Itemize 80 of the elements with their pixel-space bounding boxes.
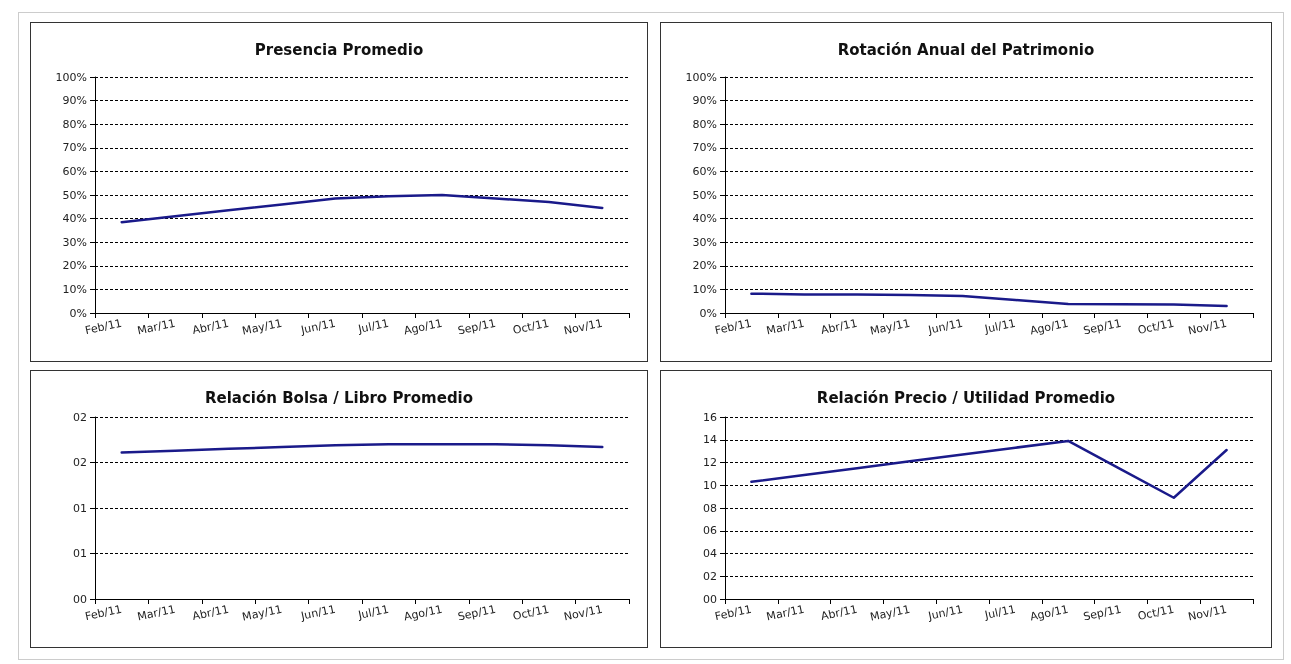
y-tick-label: 40% [62,212,87,226]
x-tick-label: Abr/11 [819,602,859,623]
y-tick-label: 01 [73,547,87,560]
y-tick-label: 14 [703,433,717,447]
y-tick-label: 10% [692,282,717,296]
x-tick-label: Nov/11 [562,602,604,624]
x-tick-label: May/11 [241,602,284,624]
y-tick-label: 100% [685,70,717,84]
y-tick-label: 0% [69,306,87,320]
x-tick-label: Ago/11 [1028,316,1070,338]
y-tick-label: 80% [692,117,717,131]
x-tick-label: Jul/11 [982,316,1017,336]
x-tick-label: Sep/11 [456,316,497,338]
chart-title: Relación Precio / Utilidad Promedio [816,388,1116,407]
x-tick-label: May/11 [868,316,912,338]
x-tick-label: Feb/11 [84,602,124,624]
x-tick-label: Jul/11 [356,316,391,336]
x-tick-label: May/11 [868,602,912,624]
y-tick-label: 02 [703,569,717,583]
y-tick-label: 50% [62,188,87,202]
y-tick-label: 40% [692,212,717,226]
x-tick-label: Oct/11 [1136,316,1176,337]
y-tick-label: 20% [692,259,717,273]
x-tick-label: Oct/11 [511,602,551,623]
x-tick-label: Mar/11 [136,316,177,338]
y-tick-label: 02 [73,456,87,469]
x-tick-label: Jun/11 [926,316,964,337]
line-series [750,292,1228,308]
line-series [120,443,604,454]
y-tick-label: 10 [703,478,717,492]
x-tick-label: Nov/11 [562,316,604,338]
line-series [750,439,1228,500]
x-tick-label: Nov/11 [1186,316,1228,338]
y-tick-label: 16 [703,410,717,424]
chart-title: Relación Bolsa / Libro Promedio [204,388,474,407]
x-tick-label: Mar/11 [765,316,806,338]
y-tick-label: 50% [692,188,717,202]
y-tick-label: 90% [62,94,87,108]
x-tick-label: Nov/11 [1186,602,1228,624]
y-tick-label: 12 [703,456,717,469]
y-tick-label: 30% [62,235,87,249]
x-tick-label: Jun/11 [298,602,337,623]
y-tick-label: 06 [703,524,717,538]
x-tick-label: Mar/11 [765,602,806,624]
x-tick-label: Jul/11 [982,602,1017,622]
y-tick-label: 20% [62,259,87,273]
x-tick-label: Sep/11 [456,602,497,624]
x-tick-label: Jun/11 [926,602,964,623]
x-tick-label: Abr/11 [191,316,230,337]
y-tick-label: 00 [73,592,87,606]
y-tick-label: 60% [692,164,717,178]
x-tick-label: Ago/11 [402,602,444,624]
chart-title: Rotación Anual del Patrimonio [837,40,1095,59]
x-tick-label: Feb/11 [84,316,124,338]
y-tick-label: 70% [62,141,87,155]
x-tick-label: Oct/11 [1136,602,1176,623]
y-tick-label: 10% [62,282,87,296]
x-tick-label: Oct/11 [511,316,551,337]
x-tick-label: Ago/11 [1028,602,1070,624]
y-tick-label: 30% [692,235,717,249]
y-tick-label: 08 [703,501,717,515]
x-tick-label: Ago/11 [402,316,444,338]
x-tick-label: Abr/11 [819,316,859,337]
chart-title: Presencia Promedio [254,40,424,59]
line-series [120,193,604,224]
x-tick-label: Jun/11 [298,316,337,337]
y-tick-label: 90% [692,94,717,108]
x-tick-label: Sep/11 [1082,602,1123,624]
x-tick-label: Jul/11 [356,602,391,622]
x-tick-label: May/11 [241,316,284,338]
y-tick-label: 02 [73,410,87,424]
y-tick-label: 80% [62,117,87,131]
x-tick-label: Abr/11 [191,602,230,623]
y-tick-label: 01 [73,501,87,515]
y-tick-label: 70% [692,141,717,155]
y-tick-label: 04 [703,547,717,560]
x-tick-label: Sep/11 [1082,316,1123,338]
y-tick-label: 60% [62,164,87,178]
y-tick-label: 100% [55,70,87,84]
x-tick-label: Mar/11 [136,602,177,624]
